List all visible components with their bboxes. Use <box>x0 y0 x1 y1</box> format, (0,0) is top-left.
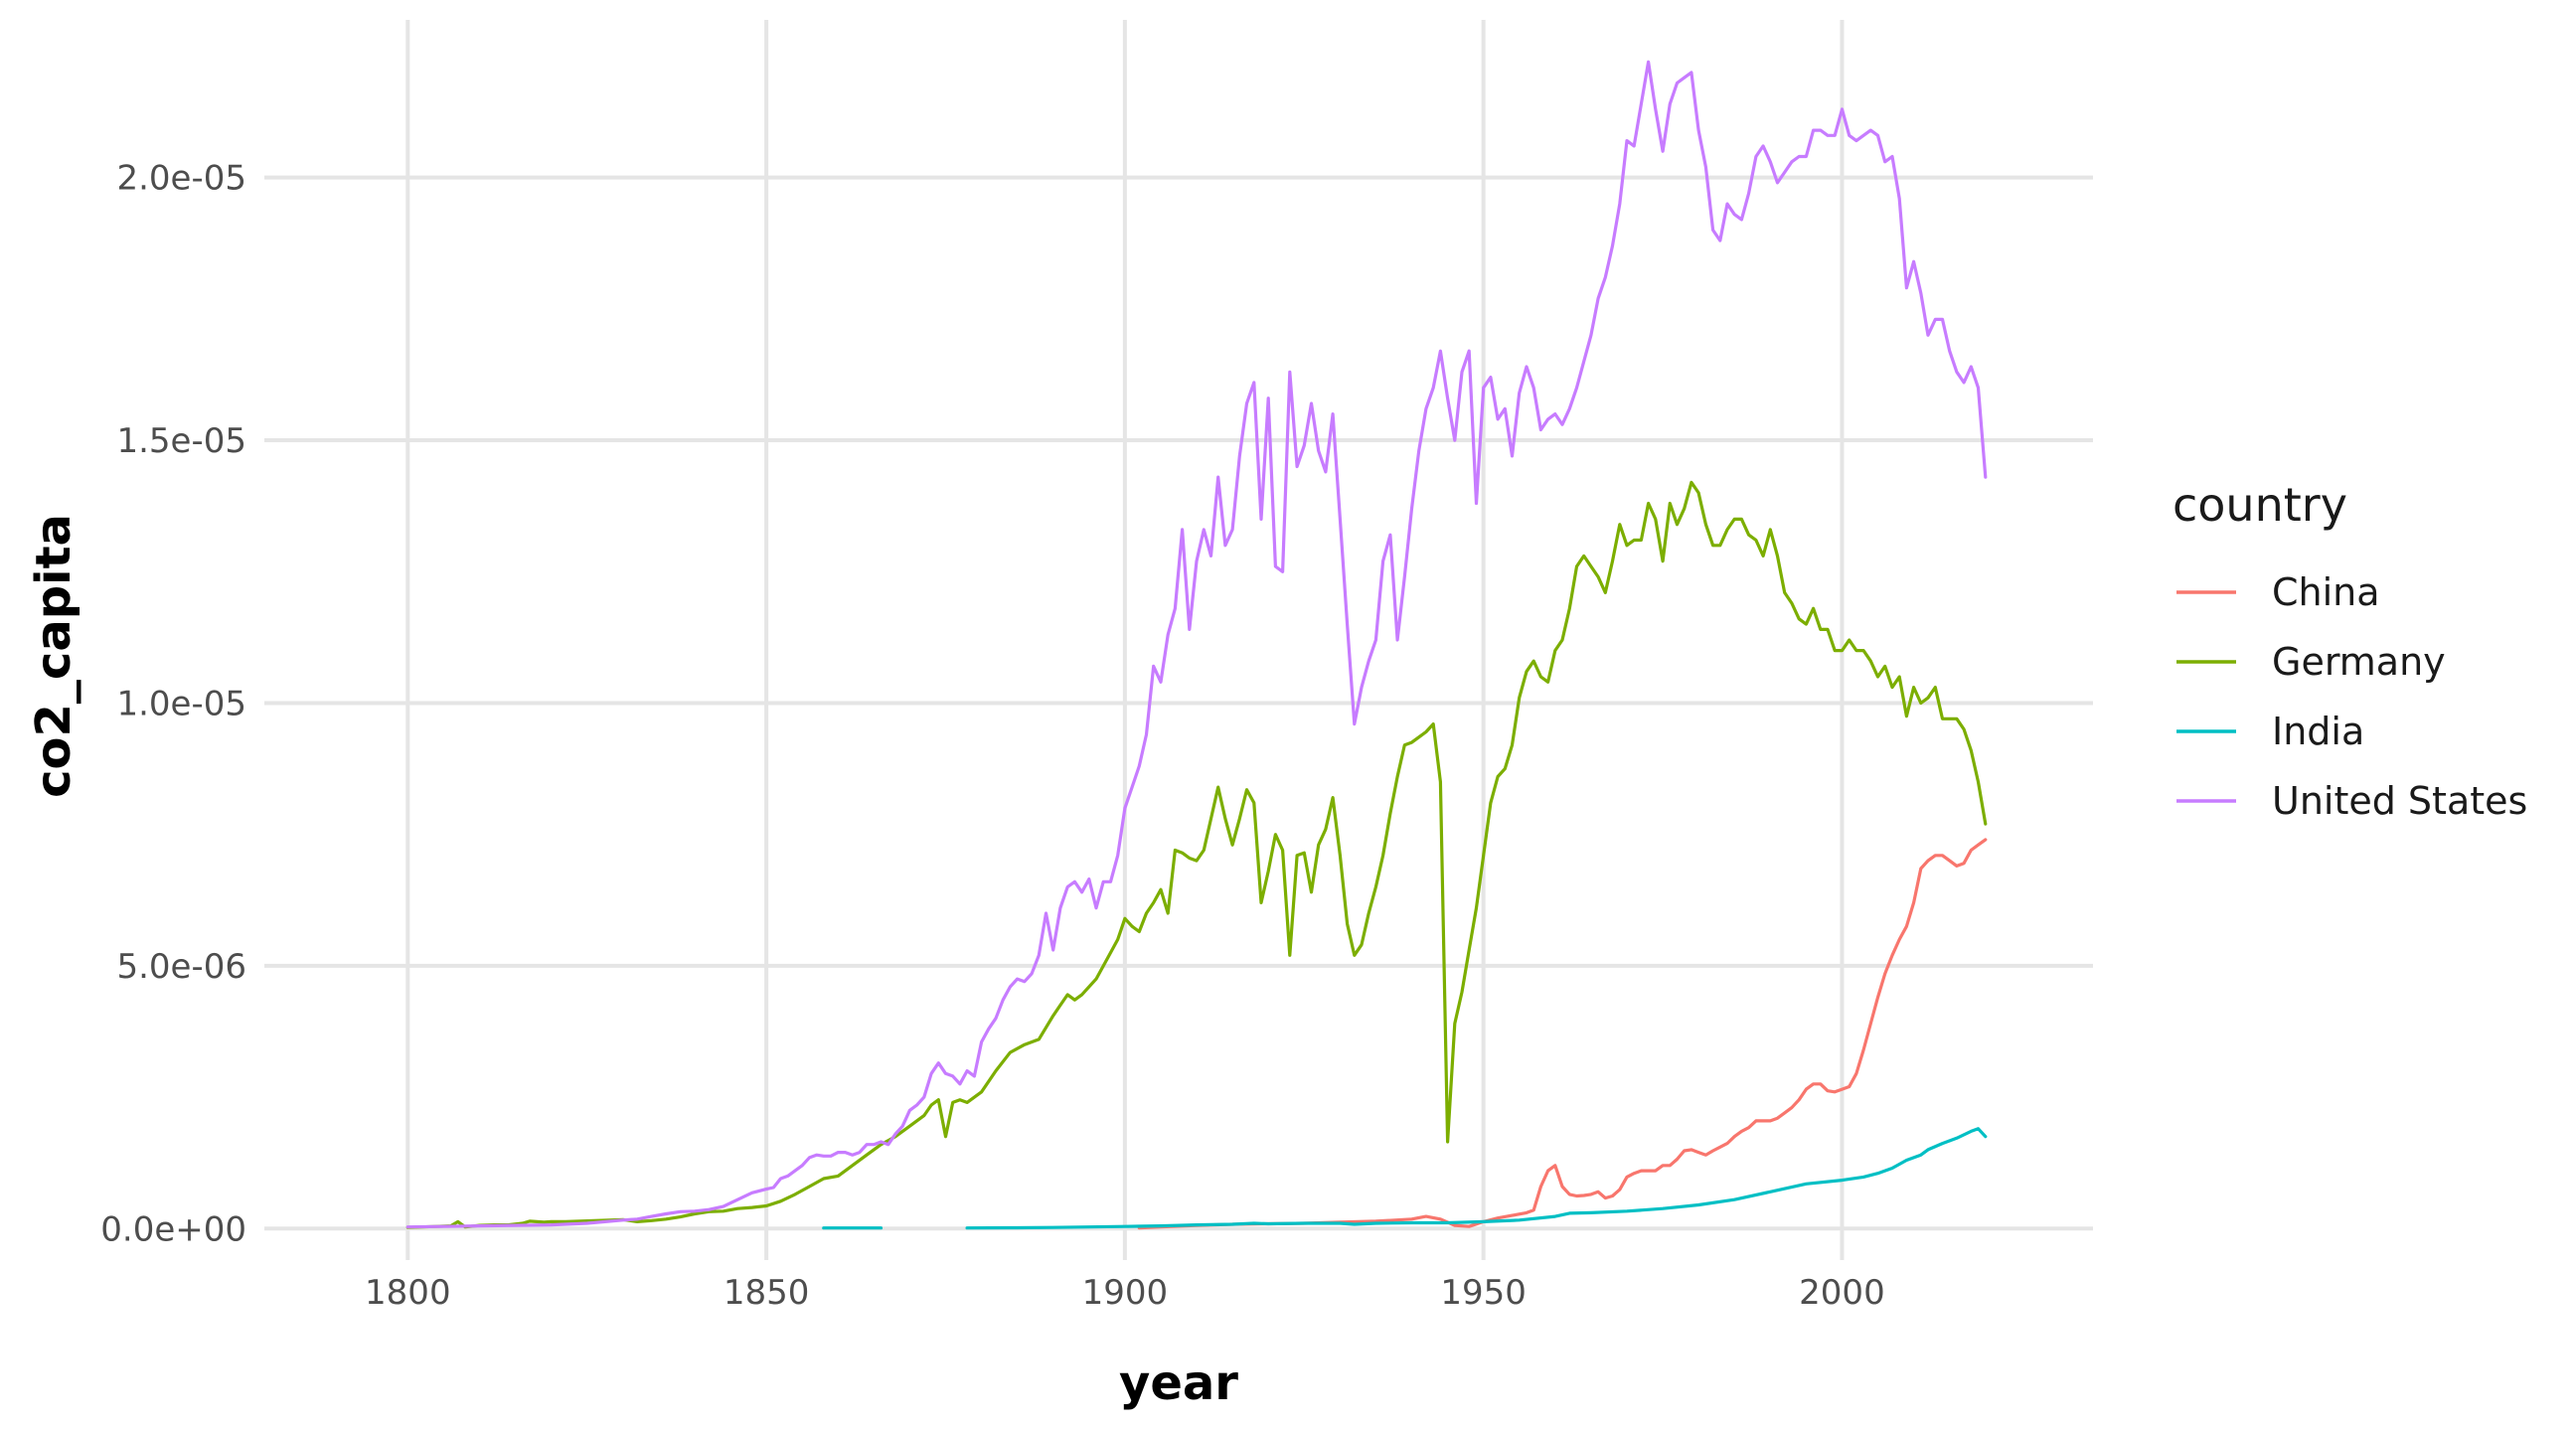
series-line-united-states <box>405 60 1988 1229</box>
y-tick-label: 1.5e-05 <box>116 421 246 461</box>
series-line-india-2 <box>965 1127 1988 1230</box>
grid-lines <box>264 20 2093 1260</box>
legend-item-india: India <box>2176 710 2364 753</box>
legend-label-united-states: United States <box>2272 779 2527 823</box>
y-tick-labels: 0.0e+00 5.0e-06 1.0e-05 1.5e-05 2.0e-05 <box>100 159 246 1250</box>
y-tick-label: 2.0e-05 <box>116 159 246 199</box>
x-tick-label: 2000 <box>1799 1273 1885 1313</box>
legend-label-india: India <box>2272 710 2364 753</box>
y-axis-title: co2_capita <box>26 514 81 798</box>
x-tick-label: 1900 <box>1082 1273 1169 1313</box>
series-line-china <box>1137 838 1988 1230</box>
legend-item-china: China <box>2176 570 2380 614</box>
y-tick-label: 0.0e+00 <box>100 1209 246 1249</box>
legend-items: China Germany India United States <box>2176 570 2527 823</box>
legend: country China Germany India United States <box>2173 478 2527 823</box>
x-tick-labels: 1800 1850 1900 1950 2000 <box>365 1273 1885 1313</box>
legend-title: country <box>2173 478 2347 532</box>
x-tick-label: 1800 <box>365 1273 451 1313</box>
legend-item-united-states: United States <box>2176 779 2527 823</box>
x-axis-title: year <box>1119 1355 1238 1411</box>
legend-label-germany: Germany <box>2272 640 2446 684</box>
x-tick-label: 1950 <box>1440 1273 1527 1313</box>
series-lines <box>405 60 1988 1230</box>
x-tick-label: 1850 <box>724 1273 810 1313</box>
y-tick-label: 1.0e-05 <box>116 684 246 723</box>
series-line-germany <box>405 480 1988 1229</box>
legend-item-germany: Germany <box>2176 640 2446 684</box>
y-tick-label: 5.0e-06 <box>116 947 246 987</box>
legend-label-china: China <box>2272 570 2380 614</box>
